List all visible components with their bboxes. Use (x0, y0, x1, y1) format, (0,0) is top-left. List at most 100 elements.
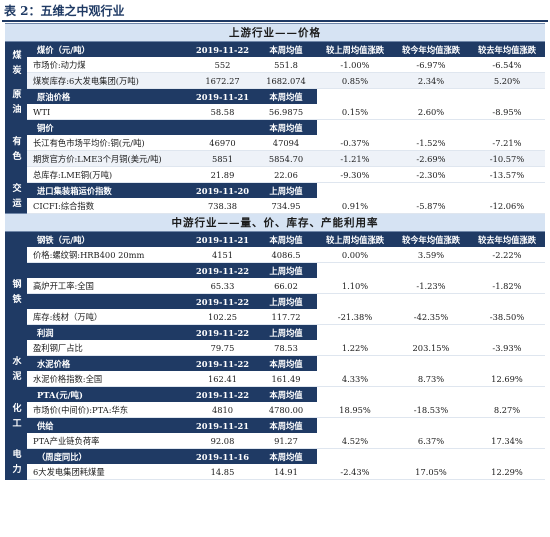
last-week-value: 117.72 (255, 309, 317, 325)
indicator-name: 6大发电集团耗煤量 (27, 464, 190, 480)
group-label: 水泥价格 (27, 355, 190, 371)
last-week-value: 551.8 (255, 57, 317, 73)
change-vs-last-year: -2.22% (469, 247, 545, 263)
last-week-value: 4780.00 (255, 402, 317, 418)
indicator-name: 煤炭库存:6大发电集团(万吨) (27, 72, 190, 89)
change-vs-last-week: 0.00% (317, 247, 393, 263)
group-col-header: 本周均值 (255, 119, 317, 135)
blank-cell (317, 262, 545, 278)
change-vs-last-year: -12.06% (469, 198, 545, 214)
indicator-name: CICFI:综合指数 (27, 198, 190, 214)
table-row: CICFI:综合指数 738.38 734.95 0.91% -5.87% -12.06% (5, 198, 545, 214)
indicator-name: 期货官方价:LME3个月铜(美元/吨) (27, 150, 190, 167)
group-col-header: 本周均值 (255, 231, 317, 247)
group-header-row: 交运 进口集装箱运价指数 2019-11-20 上周均值 (5, 182, 545, 214)
table-row: 煤炭库存:6大发电集团(万吨) 1672.27 1682.074 0.85% 2.34%… (5, 72, 545, 89)
category-label: 水泥 (5, 355, 27, 387)
blank-cell (317, 182, 545, 198)
group-col-header: 上周均值 (255, 324, 317, 340)
group-label: 煤价（元/吨） (27, 41, 190, 57)
change-vs-last-year: 12.29% (469, 464, 545, 480)
change-vs-last-week: 0.15% (317, 104, 393, 120)
this-week-value: 4810 (190, 402, 255, 418)
group-label: 利润 (27, 324, 190, 340)
change-vs-last-year: -6.54% (469, 57, 545, 73)
group-label: 铜价 (27, 119, 190, 135)
change-vs-last-year: -13.57% (469, 166, 545, 183)
group-header-row: 水泥 水泥价格 2019-11-22 本周均值 (5, 355, 545, 387)
group-col-header: 上周均值 (255, 262, 317, 278)
change-vs-last-week: -1.21% (317, 150, 393, 167)
category-label: 原油 (5, 88, 27, 120)
change-vs-last-year: -10.57% (469, 150, 545, 167)
this-week-value: 21.89 (190, 166, 255, 183)
group-date: 2019-11-22 (190, 386, 255, 402)
change-vs-this-year: -18.53% (393, 402, 469, 418)
last-week-value: 734.95 (255, 198, 317, 214)
this-week-value: 5851 (190, 150, 255, 167)
change-vs-this-year: -2.69% (393, 150, 469, 167)
this-week-value: 1672.27 (190, 72, 255, 89)
group-date: 2019-11-21 (190, 231, 255, 247)
section-header-row: 上游行业——价格 (5, 23, 545, 42)
group-date: 2019-11-22 (190, 293, 255, 309)
change-vs-this-year: -42.35% (393, 309, 469, 325)
industry-table: 上游行业——价格 煤炭 煤价（元/吨） 2019-11-22 本周均值 较上周均值涨跌 较今… (5, 23, 545, 480)
blank-cell (317, 448, 545, 464)
indicator-name: 长江有色市场平均价:铜(元/吨) (27, 135, 190, 151)
category-label: 交运 (5, 182, 27, 214)
group-date: 2019-11-22 (190, 262, 255, 278)
blank-cell (317, 324, 545, 340)
group-label: （周度同比） (27, 448, 190, 464)
group-label (27, 262, 190, 278)
change-vs-last-week: 4.52% (317, 433, 393, 449)
category-label: 有色 (5, 119, 27, 183)
category-label: 煤炭 (5, 41, 27, 89)
section-title: 中游行业——量、价、库存、产能利用率 (5, 213, 545, 232)
group-col-header: 较今年均值涨跌 (393, 231, 469, 247)
group-date: 2019-11-22 (190, 324, 255, 340)
change-vs-this-year: 8.73% (393, 371, 469, 387)
this-week-value: 46970 (190, 135, 255, 151)
change-vs-last-year: 12.69% (469, 371, 545, 387)
group-col-header: 本周均值 (255, 386, 317, 402)
indicator-name: 水泥价格指数:全国 (27, 371, 190, 387)
group-col-header: 本周均值 (255, 355, 317, 371)
table-row: 库存:线材（万吨） 102.25 117.72 -21.38% -42.35% -38.5… (5, 309, 545, 325)
group-header-row: 钢铁 钢铁（元/吨） 2019-11-21 本周均值 较上周均值涨跌 较今年均值涨跌 较去年… (5, 231, 545, 356)
table-row: 盈利钢厂占比 79.75 78.53 1.22% 203.15% -3.93% (5, 340, 545, 356)
last-week-value: 78.53 (255, 340, 317, 356)
last-week-value: 4086.5 (255, 247, 317, 263)
group-date: 2019-11-21 (190, 417, 255, 433)
blank-cell (317, 417, 545, 433)
table-caption: 表 2：五维之中观行业 (4, 4, 125, 18)
group-header-row: 有色 铜价 本周均值 (5, 119, 545, 183)
group-col-header: 较去年均值涨跌 (469, 231, 545, 247)
group-date (190, 119, 255, 135)
this-week-value: 58.58 (190, 104, 255, 120)
indicator-name: 市场价:动力煤 (27, 57, 190, 73)
change-vs-last-week: -1.00% (317, 57, 393, 73)
change-vs-last-year: -8.95% (469, 104, 545, 120)
group-header-row: 电力 （周度同比） 2019-11-16 本周均值 (5, 448, 545, 480)
caption-divider (2, 20, 548, 22)
this-week-value: 162.41 (190, 371, 255, 387)
last-week-value: 66.02 (255, 278, 317, 294)
group-col-header: 上周均值 (255, 182, 317, 198)
group-col-header: 本周均值 (255, 417, 317, 433)
change-vs-this-year: 203.15% (393, 340, 469, 356)
change-vs-last-week: -0.37% (317, 135, 393, 151)
indicator-name: PTA产业链负荷率 (27, 433, 190, 449)
change-vs-last-week: 4.33% (317, 371, 393, 387)
category-label: 钢铁 (5, 231, 27, 356)
group-label: 供给 (27, 417, 190, 433)
group-col-header: 本周均值 (255, 88, 317, 104)
group-label (27, 293, 190, 309)
change-vs-last-week: 0.91% (317, 198, 393, 214)
change-vs-this-year: 2.34% (393, 72, 469, 89)
change-vs-last-week: -2.43% (317, 464, 393, 480)
change-vs-this-year: -6.97% (393, 57, 469, 73)
this-week-value: 102.25 (190, 309, 255, 325)
change-vs-last-year: -38.50% (469, 309, 545, 325)
change-vs-last-week: -21.38% (317, 309, 393, 325)
